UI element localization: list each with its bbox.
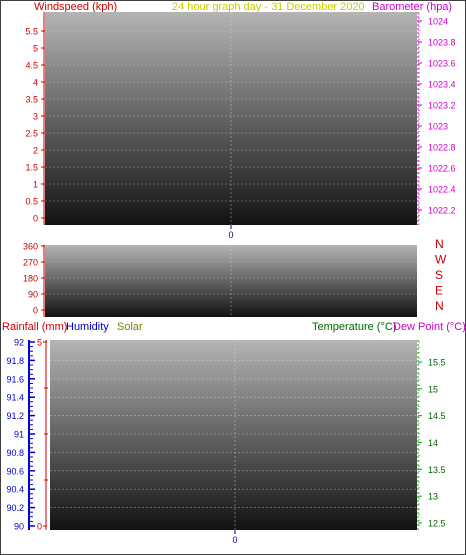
x-tick-label: 0	[232, 535, 237, 545]
direction-tick-label: 90	[28, 290, 38, 300]
humidity-tick-label: 90.6	[6, 466, 24, 476]
windspeed-tick-label: 1	[33, 180, 38, 190]
temperature-tick-label: 14.5	[428, 411, 446, 421]
compass-label: N	[435, 237, 444, 251]
temperature-tick-label: 13	[428, 492, 438, 502]
direction-tick-label: 0	[33, 306, 38, 316]
temperature-axis-title: Temperature (°C)	[312, 321, 396, 333]
temperature-tick-label: 12.5	[428, 519, 446, 529]
compass-label: E	[435, 284, 443, 298]
windspeed-tick-label: 0.5	[25, 197, 38, 207]
windspeed-tick-label: 2	[33, 146, 38, 156]
x-tick-label: 0	[228, 230, 233, 240]
direction-tick-label: 180	[23, 274, 38, 284]
windspeed-axis-title: Windspeed (kph)	[34, 1, 117, 13]
windspeed-tick-label: 2.5	[25, 129, 38, 139]
barometer-tick-label: 1022.8	[428, 143, 456, 153]
windspeed-tick-label: 4.5	[25, 61, 38, 71]
humidity-tick-label: 91.4	[6, 393, 24, 403]
solar-axis-title: Solar	[117, 321, 143, 333]
humidity-tick-label: 90.8	[6, 448, 24, 458]
humidity-tick-label: 91.6	[6, 374, 24, 384]
barometer-tick-label: 1022.4	[428, 185, 456, 195]
windspeed-tick-label: 3.5	[25, 95, 38, 105]
windspeed-tick-label: 0	[33, 214, 38, 224]
barometer-tick-label: 1024	[428, 17, 448, 27]
temperature-tick-label: 14	[428, 438, 438, 448]
temperature-tick-label: 15.5	[428, 358, 446, 368]
barometer-tick-label: 1022.2	[428, 206, 456, 216]
humidity-tick-label: 92	[14, 338, 24, 348]
barometer-tick-label: 1023.4	[428, 80, 456, 90]
humidity-tick-label: 90	[14, 522, 24, 532]
humidity-tick-label: 91.2	[6, 411, 24, 421]
humidity-tick-label: 91	[14, 430, 24, 440]
compass-label: W	[435, 253, 447, 267]
windspeed-tick-label: 1.5	[25, 163, 38, 173]
temperature-tick-label: 13.5	[428, 465, 446, 475]
humidity-tick-label: 90.4	[6, 485, 24, 495]
barometer-tick-label: 1023.8	[428, 38, 456, 48]
graph-title: 24 hour graph day - 31 December 2020	[172, 1, 365, 13]
humidity-tick-label: 91.8	[6, 356, 24, 366]
windspeed-tick-label: 3	[33, 112, 38, 122]
rainfall-tick-label: 0	[37, 522, 42, 532]
barometer-tick-label: 1023.6	[428, 59, 456, 69]
rainfall-axis-title: Rainfall (mm)	[2, 321, 67, 333]
dewpoint-axis-title: Dew Point (°C)	[393, 321, 466, 333]
compass-label: N	[435, 299, 444, 313]
barometer-tick-label: 1023.2	[428, 101, 456, 111]
rain-humidity-temp-plot-area	[50, 340, 417, 530]
windspeed-tick-label: 5.5	[25, 27, 38, 37]
barometer-tick-label: 1022.6	[428, 164, 456, 174]
windspeed-tick-label: 5	[33, 44, 38, 54]
direction-tick-label: 360	[23, 242, 38, 252]
compass-label: S	[435, 268, 443, 282]
humidity-axis-title: Humidity	[66, 321, 109, 333]
windspeed-tick-label: 4	[33, 78, 38, 88]
direction-tick-label: 270	[23, 258, 38, 268]
barometer-tick-label: 1023	[428, 122, 448, 132]
rainfall-tick-label: 5	[37, 338, 42, 348]
barometer-axis-title: Barometer (hpa)	[372, 1, 452, 13]
humidity-tick-label: 90.2	[6, 503, 24, 513]
temperature-tick-label: 15	[428, 384, 438, 394]
